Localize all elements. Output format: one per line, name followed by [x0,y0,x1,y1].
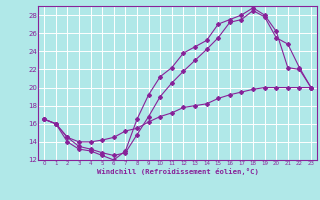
X-axis label: Windchill (Refroidissement éolien,°C): Windchill (Refroidissement éolien,°C) [97,168,259,175]
